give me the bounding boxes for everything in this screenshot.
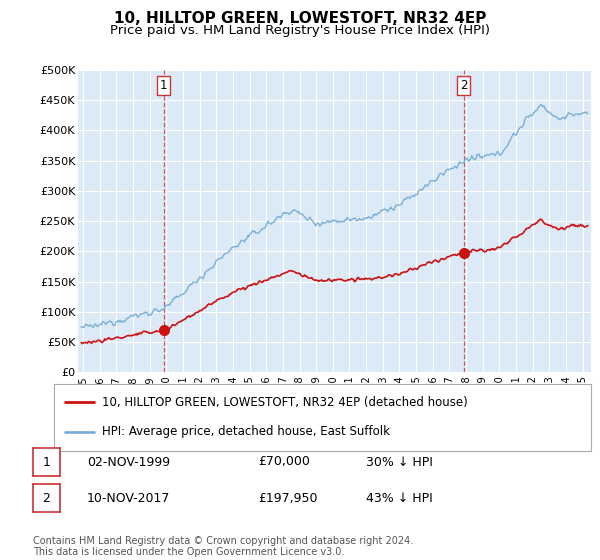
Text: 02-NOV-1999: 02-NOV-1999 (87, 455, 170, 469)
Text: £197,950: £197,950 (258, 492, 317, 505)
Text: 10-NOV-2017: 10-NOV-2017 (87, 492, 170, 505)
Text: 1: 1 (43, 455, 50, 469)
Text: 1: 1 (160, 78, 167, 92)
Text: HPI: Average price, detached house, East Suffolk: HPI: Average price, detached house, East… (103, 426, 391, 438)
Text: Contains HM Land Registry data © Crown copyright and database right 2024.
This d: Contains HM Land Registry data © Crown c… (33, 535, 413, 557)
Text: Price paid vs. HM Land Registry's House Price Index (HPI): Price paid vs. HM Land Registry's House … (110, 24, 490, 36)
Text: 2: 2 (460, 78, 467, 92)
Text: 10, HILLTOP GREEN, LOWESTOFT, NR32 4EP (detached house): 10, HILLTOP GREEN, LOWESTOFT, NR32 4EP (… (103, 396, 468, 409)
Text: 2: 2 (43, 492, 50, 505)
Text: 10, HILLTOP GREEN, LOWESTOFT, NR32 4EP: 10, HILLTOP GREEN, LOWESTOFT, NR32 4EP (114, 11, 486, 26)
Text: £70,000: £70,000 (258, 455, 310, 469)
Text: 43% ↓ HPI: 43% ↓ HPI (366, 492, 433, 505)
Text: 30% ↓ HPI: 30% ↓ HPI (366, 455, 433, 469)
